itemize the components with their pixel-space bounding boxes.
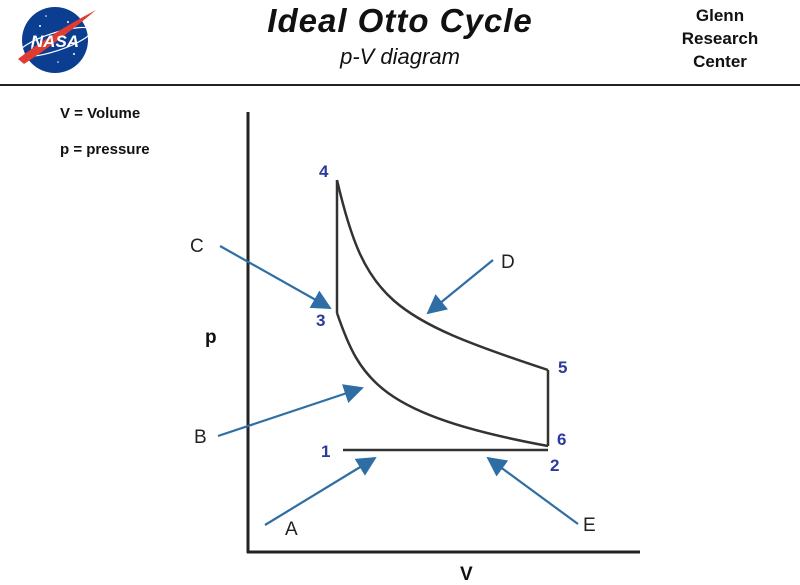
state-label-3: 3 bbox=[316, 311, 325, 330]
callout-arrow-b bbox=[217, 384, 364, 438]
path-compression bbox=[335, 312, 549, 448]
x-axis-label: V bbox=[460, 564, 473, 585]
state-label-5: 5 bbox=[558, 358, 567, 377]
callout-label-e: E bbox=[583, 515, 596, 536]
header: NASA Ideal Otto Cycle p-V diagram Glenn … bbox=[0, 0, 800, 85]
callout-arrow-d bbox=[426, 259, 494, 315]
page-subtitle: p-V diagram bbox=[340, 44, 460, 69]
legend-volume: V = Volume bbox=[60, 105, 141, 122]
callout-arrow-e bbox=[486, 456, 579, 525]
callout-label-a: A bbox=[285, 519, 298, 540]
y-axis-label: p bbox=[205, 327, 217, 348]
state-label-4: 4 bbox=[319, 162, 329, 181]
callout-label-c: C bbox=[190, 236, 204, 257]
page-title: Ideal Otto Cycle bbox=[267, 2, 533, 39]
state-label-2: 2 bbox=[550, 456, 559, 475]
path-power-stroke bbox=[335, 179, 549, 372]
callout-label-b: B bbox=[194, 427, 207, 448]
state-label-6: 6 bbox=[557, 430, 566, 449]
svg-text:NASA: NASA bbox=[31, 32, 79, 51]
callout-arrow-c bbox=[219, 245, 332, 309]
state-label-1: 1 bbox=[321, 442, 330, 461]
org-line-3: Center bbox=[693, 52, 747, 71]
callout-arrow-a bbox=[264, 456, 377, 526]
nasa-logo: NASA bbox=[18, 7, 96, 73]
org-name: Glenn Research Center bbox=[670, 4, 770, 73]
legend-pressure: p = pressure bbox=[60, 141, 150, 158]
callout-label-d: D bbox=[501, 252, 515, 273]
org-line-1: Glenn bbox=[695, 6, 745, 25]
header-divider bbox=[0, 84, 800, 86]
org-line-2: Research bbox=[681, 29, 759, 48]
